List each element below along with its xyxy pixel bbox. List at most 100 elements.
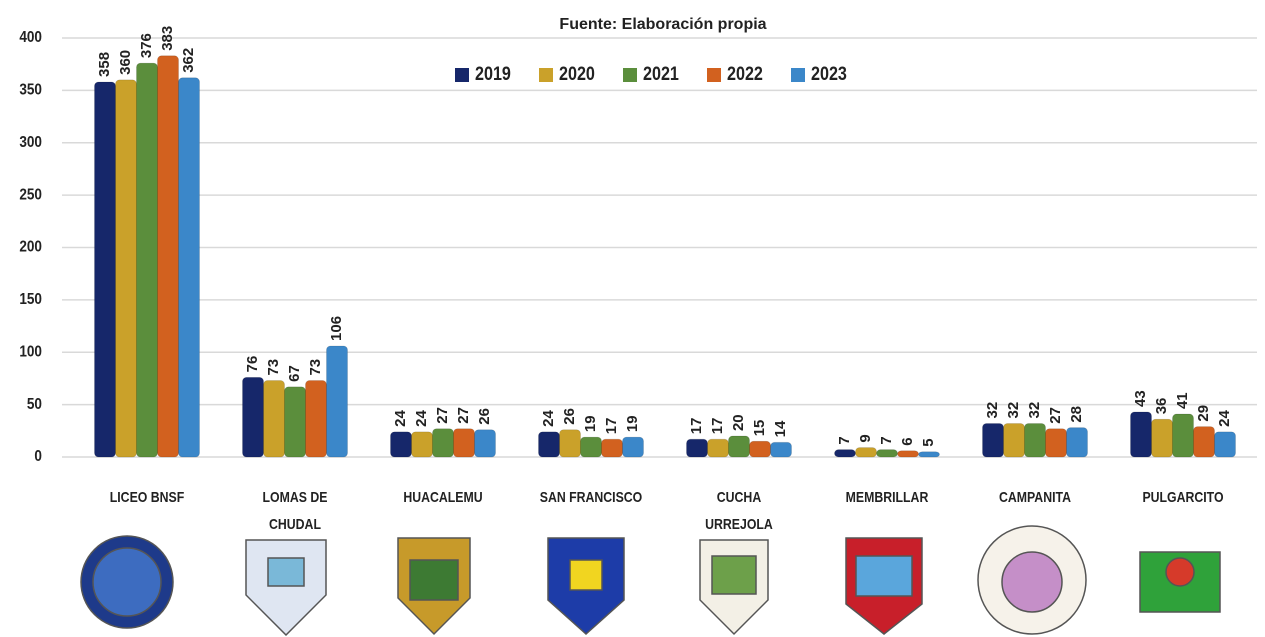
- logo: [268, 558, 304, 586]
- bar: [412, 432, 433, 457]
- chart-title: Fuente: Elaboración propia: [559, 16, 766, 33]
- data-label: 24: [413, 410, 430, 427]
- chart: Fuente: Elaboración propia 0 50 100 150 200 2…: [0, 0, 1265, 637]
- x-tick-label: SAN FRANCISCO: [534, 484, 649, 511]
- bar: [95, 82, 116, 457]
- legend-label: 2023: [811, 63, 847, 85]
- logo: [93, 548, 161, 616]
- data-label: 17: [688, 418, 705, 435]
- data-label: 5: [920, 438, 937, 446]
- logo: [1166, 558, 1194, 586]
- bar: [1152, 419, 1173, 457]
- legend-swatch: [455, 68, 469, 82]
- y-tick-label: 350: [19, 82, 42, 99]
- legend-swatch: [707, 68, 721, 82]
- x-tick-label: HUACALEMU: [386, 484, 501, 511]
- data-label: 15: [751, 420, 768, 437]
- bar: [1025, 423, 1046, 457]
- y-tick-label: 50: [27, 396, 42, 413]
- bar: [898, 451, 919, 457]
- logo: [856, 556, 912, 596]
- bar: [877, 450, 898, 457]
- bar: [137, 63, 158, 457]
- x-tick-label: CUCHA URREJOLA: [682, 484, 797, 538]
- data-label: 76: [244, 356, 261, 373]
- data-label: 17: [709, 418, 726, 435]
- bar: [1173, 414, 1194, 457]
- data-label: 28: [1068, 406, 1085, 423]
- legend-label: 2020: [559, 63, 595, 85]
- bar: [264, 381, 285, 457]
- data-label: 7: [836, 436, 853, 444]
- logo: [246, 540, 326, 635]
- data-label: 26: [476, 408, 493, 425]
- data-label: 24: [540, 410, 557, 427]
- data-label: 27: [455, 407, 472, 424]
- legend-label: 2022: [727, 63, 763, 85]
- x-tick-label: LOMAS DE CHUDAL: [238, 484, 353, 538]
- bar: [116, 80, 137, 457]
- data-label: 7: [878, 436, 895, 444]
- bar: [243, 377, 264, 457]
- data-label: 73: [307, 359, 324, 376]
- bar: [1194, 427, 1215, 457]
- bar: [1004, 423, 1025, 457]
- data-label: 9: [857, 434, 874, 442]
- bar: [433, 429, 454, 457]
- y-tick-label: 0: [34, 448, 42, 465]
- data-label: 383: [159, 26, 176, 51]
- logo: [1002, 552, 1062, 612]
- school-logos: [81, 526, 1220, 635]
- data-label: 27: [1047, 407, 1064, 424]
- bar: [306, 381, 327, 457]
- data-label: 376: [138, 33, 155, 58]
- data-label: 41: [1174, 392, 1191, 409]
- bar: [856, 448, 877, 457]
- data-label: 362: [180, 48, 197, 73]
- data-label: 358: [96, 52, 113, 77]
- bar: [158, 56, 179, 457]
- data-label: 26: [561, 408, 578, 425]
- bar: [475, 430, 496, 457]
- bar: [327, 346, 348, 457]
- bar: [750, 441, 771, 457]
- x-tick-label: CAMPANITA: [978, 484, 1093, 511]
- x-tick-label: LICEO BNSF: [90, 484, 205, 511]
- logo: [712, 556, 756, 594]
- bar: [771, 442, 792, 457]
- bar: [729, 436, 750, 457]
- data-label: 19: [624, 415, 641, 432]
- bar: [581, 437, 602, 457]
- data-label: 32: [1026, 402, 1043, 419]
- bar: [687, 439, 708, 457]
- data-label: 24: [1216, 410, 1233, 427]
- legend-swatch: [623, 68, 637, 82]
- y-tick-label: 100: [19, 344, 42, 361]
- bar: [285, 387, 306, 457]
- y-tick-label: 400: [19, 29, 42, 46]
- data-label: 14: [772, 420, 789, 437]
- legend-swatch: [791, 68, 805, 82]
- bar: [539, 432, 560, 457]
- y-tick-label: 150: [19, 291, 42, 308]
- data-label: 36: [1153, 398, 1170, 415]
- data-label: 43: [1132, 390, 1149, 407]
- data-label: 17: [603, 418, 620, 435]
- data-label: 6: [899, 437, 916, 445]
- grid: [62, 38, 1257, 457]
- bar: [391, 432, 412, 457]
- data-label: 360: [117, 50, 134, 75]
- bar: [1046, 429, 1067, 457]
- bar: [179, 78, 200, 457]
- data-label: 32: [1005, 402, 1022, 419]
- data-label: 20: [730, 414, 747, 431]
- logo: [410, 560, 458, 600]
- data-label: 32: [984, 402, 1001, 419]
- bar: [1215, 432, 1236, 457]
- y-tick-label: 300: [19, 134, 42, 151]
- y-tick-label: 200: [19, 239, 42, 256]
- x-tick-label: PULGARCITO: [1126, 484, 1241, 511]
- bar: [1067, 428, 1088, 457]
- page: {"chart_data": {"type": "bar", "title": …: [0, 0, 1265, 637]
- data-label: 24: [392, 410, 409, 427]
